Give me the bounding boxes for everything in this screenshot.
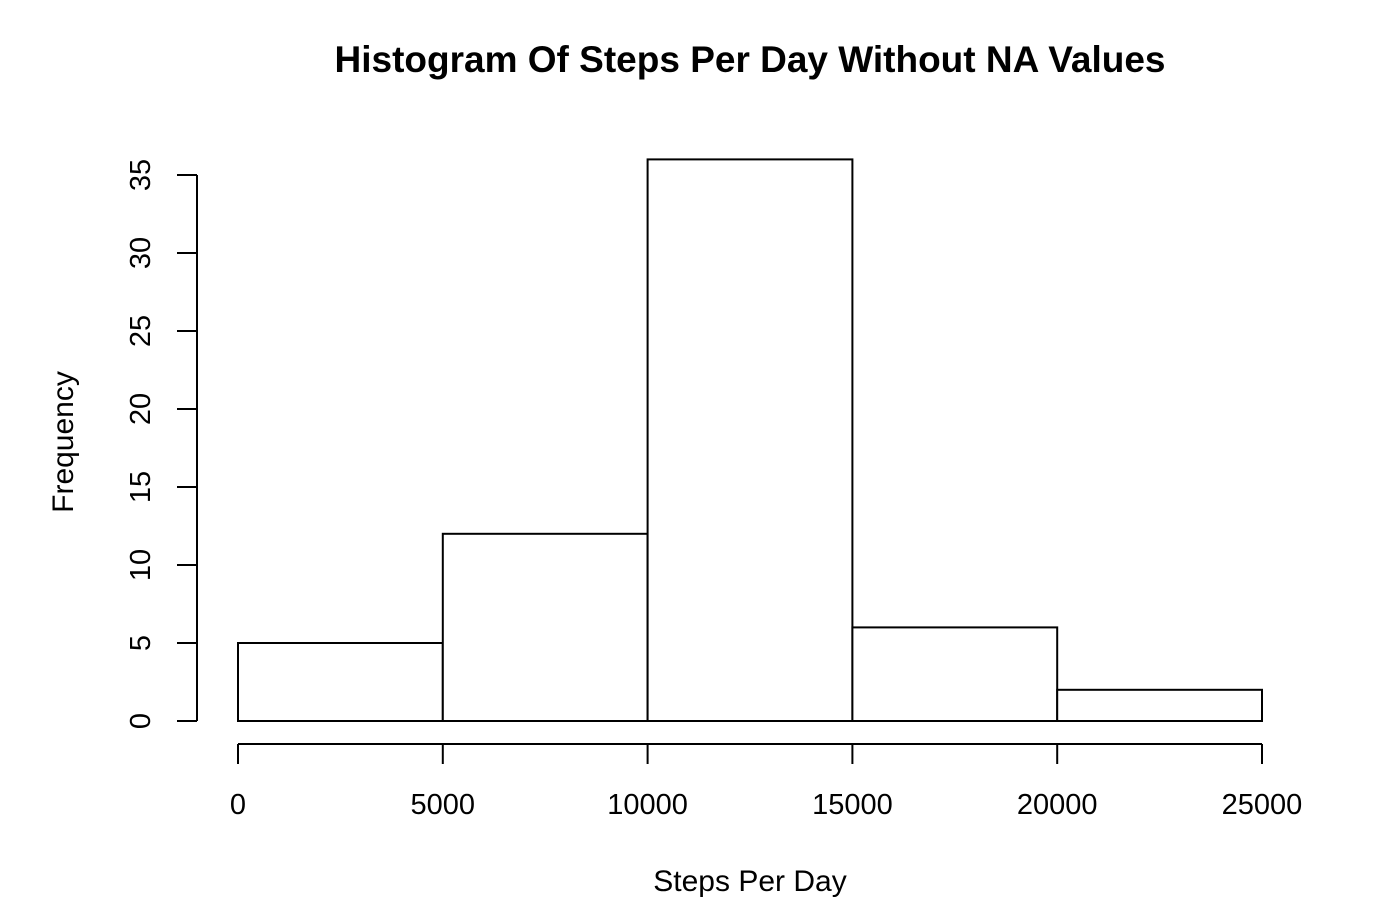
histogram-bar bbox=[441, 532, 649, 722]
y-axis-label: Frequency bbox=[47, 371, 80, 513]
x-tick-label: 10000 bbox=[607, 789, 688, 821]
x-axis-label: Steps Per Day bbox=[653, 865, 846, 898]
y-tick-label: 25 bbox=[125, 315, 157, 347]
x-axis: 0 5000 10000 15000 20000 25000 bbox=[230, 743, 1303, 821]
x-tick-label: 20000 bbox=[1017, 789, 1098, 821]
x-tick-label: 0 bbox=[230, 789, 246, 821]
y-tick-label: 15 bbox=[125, 471, 157, 503]
y-axis: 0 5 10 15 20 25 30 35 bbox=[125, 159, 198, 729]
x-tick-label: 15000 bbox=[812, 789, 893, 821]
histogram-bar bbox=[646, 158, 854, 722]
x-tick-label: 25000 bbox=[1222, 789, 1303, 821]
y-tick-label: 30 bbox=[125, 237, 157, 269]
y-tick-label: 10 bbox=[125, 549, 157, 581]
histogram-bar bbox=[237, 642, 444, 722]
bars-group bbox=[237, 158, 1263, 723]
y-tick-label: 0 bbox=[125, 713, 157, 729]
y-tick-label: 5 bbox=[125, 635, 157, 651]
y-tick-label: 20 bbox=[125, 393, 157, 425]
histogram-bar bbox=[1056, 688, 1263, 722]
chart-title: Histogram Of Steps Per Day Without NA Va… bbox=[335, 39, 1166, 80]
x-tick-label: 5000 bbox=[411, 789, 476, 821]
histogram-bar bbox=[851, 626, 1059, 723]
y-tick-label: 35 bbox=[125, 159, 157, 191]
